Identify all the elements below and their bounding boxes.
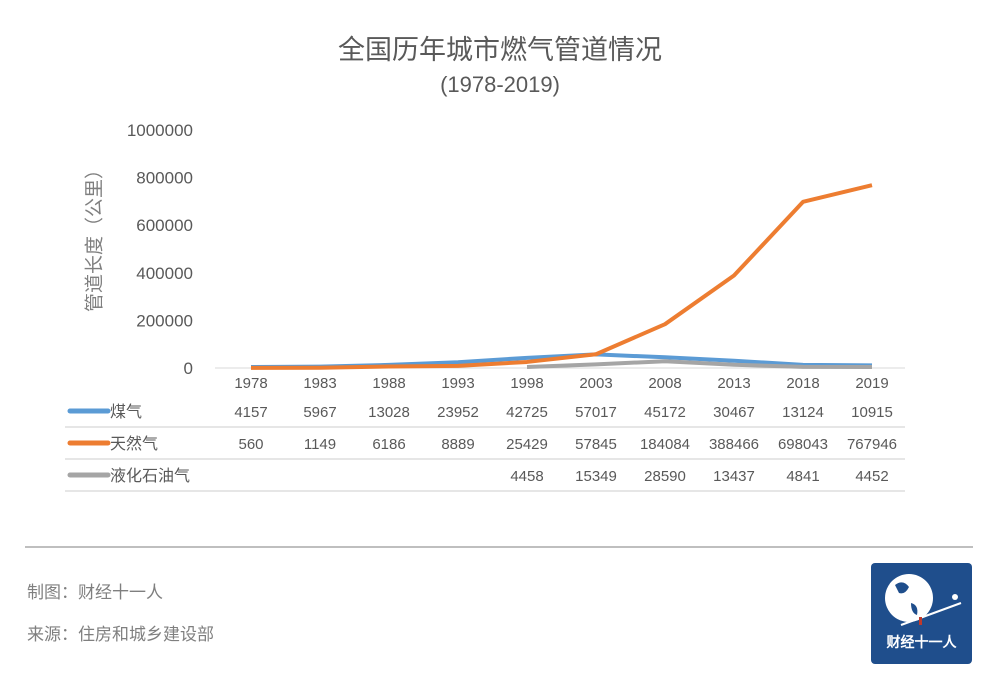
data-table-cell: 698043 bbox=[778, 436, 828, 453]
data-table-cell: 25429 bbox=[506, 436, 548, 453]
globe-icon bbox=[885, 574, 962, 626]
data-table-cell: 767946 bbox=[847, 436, 897, 453]
data-table-cell: 23952 bbox=[437, 404, 479, 421]
data-table-cell: 4458 bbox=[510, 468, 543, 485]
x-tick-label: 1978 bbox=[234, 375, 267, 392]
credit-text: 制图：财经十一人 bbox=[27, 583, 163, 603]
data-table-cell: 28590 bbox=[644, 468, 686, 485]
data-table-cell: 13028 bbox=[368, 404, 410, 421]
x-tick-label: 2008 bbox=[648, 375, 681, 392]
source-text: 来源：住房和城乡建设部 bbox=[27, 625, 214, 645]
series-line-2 bbox=[526, 359, 873, 369]
divider bbox=[25, 546, 973, 548]
data-table-cell: 8889 bbox=[441, 436, 474, 453]
legend-label: 液化石油气 bbox=[110, 466, 190, 485]
y-tick-label: 600000 bbox=[136, 216, 193, 235]
data-table-cell: 6186 bbox=[372, 436, 405, 453]
data-table-cell: 560 bbox=[238, 436, 263, 453]
x-tick-label: 2018 bbox=[786, 375, 819, 392]
y-tick-label: 400000 bbox=[136, 264, 193, 283]
chart-title: 全国历年城市燃气管道情况 bbox=[338, 35, 662, 66]
chart-subtitle: (1978-2019) bbox=[440, 72, 560, 97]
data-table-cell: 30467 bbox=[713, 404, 755, 421]
data-table-cell: 5967 bbox=[303, 404, 336, 421]
brand-logo: 财经十一人 bbox=[871, 563, 972, 664]
data-table-cell: 57845 bbox=[575, 436, 617, 453]
x-tick-label: 1993 bbox=[441, 375, 474, 392]
data-table-cell: 42725 bbox=[506, 404, 548, 421]
x-tick-label: 1983 bbox=[303, 375, 336, 392]
legend-label: 天然气 bbox=[110, 434, 158, 453]
data-table-cell: 4841 bbox=[786, 468, 819, 485]
x-tick-label: 2003 bbox=[579, 375, 612, 392]
data-table-cell: 1149 bbox=[304, 436, 336, 453]
y-tick-label: 200000 bbox=[136, 311, 193, 330]
x-tick-label: 1998 bbox=[510, 375, 543, 392]
y-tick-label: 0 bbox=[184, 359, 193, 378]
y-tick-label: 800000 bbox=[136, 169, 193, 188]
data-table-cell: 57017 bbox=[575, 404, 617, 421]
data-table-cell: 45172 bbox=[644, 404, 686, 421]
data-table-cell: 4157 bbox=[234, 404, 267, 421]
data-table-cell: 184084 bbox=[640, 436, 690, 453]
data-table-cell: 13124 bbox=[782, 404, 824, 421]
y-tick-label: 1000000 bbox=[127, 121, 193, 140]
x-tick-label: 2019 bbox=[855, 375, 888, 392]
data-table-cell: 15349 bbox=[575, 468, 617, 485]
series-line-1 bbox=[250, 183, 873, 370]
legend-label: 煤气 bbox=[110, 402, 142, 421]
data-table-cell: 13437 bbox=[713, 468, 755, 485]
data-table-cell: 388466 bbox=[709, 436, 759, 453]
x-tick-label: 2013 bbox=[717, 375, 750, 392]
data-table-cell: 10915 bbox=[851, 404, 893, 421]
data-table-cell: 4452 bbox=[855, 468, 888, 485]
x-tick-label: 1988 bbox=[372, 375, 405, 392]
line-chart: 0 200000 400000 600000 800000 1000000 1978 1983… bbox=[65, 121, 905, 492]
logo-text: 财经十一人 bbox=[886, 635, 957, 651]
